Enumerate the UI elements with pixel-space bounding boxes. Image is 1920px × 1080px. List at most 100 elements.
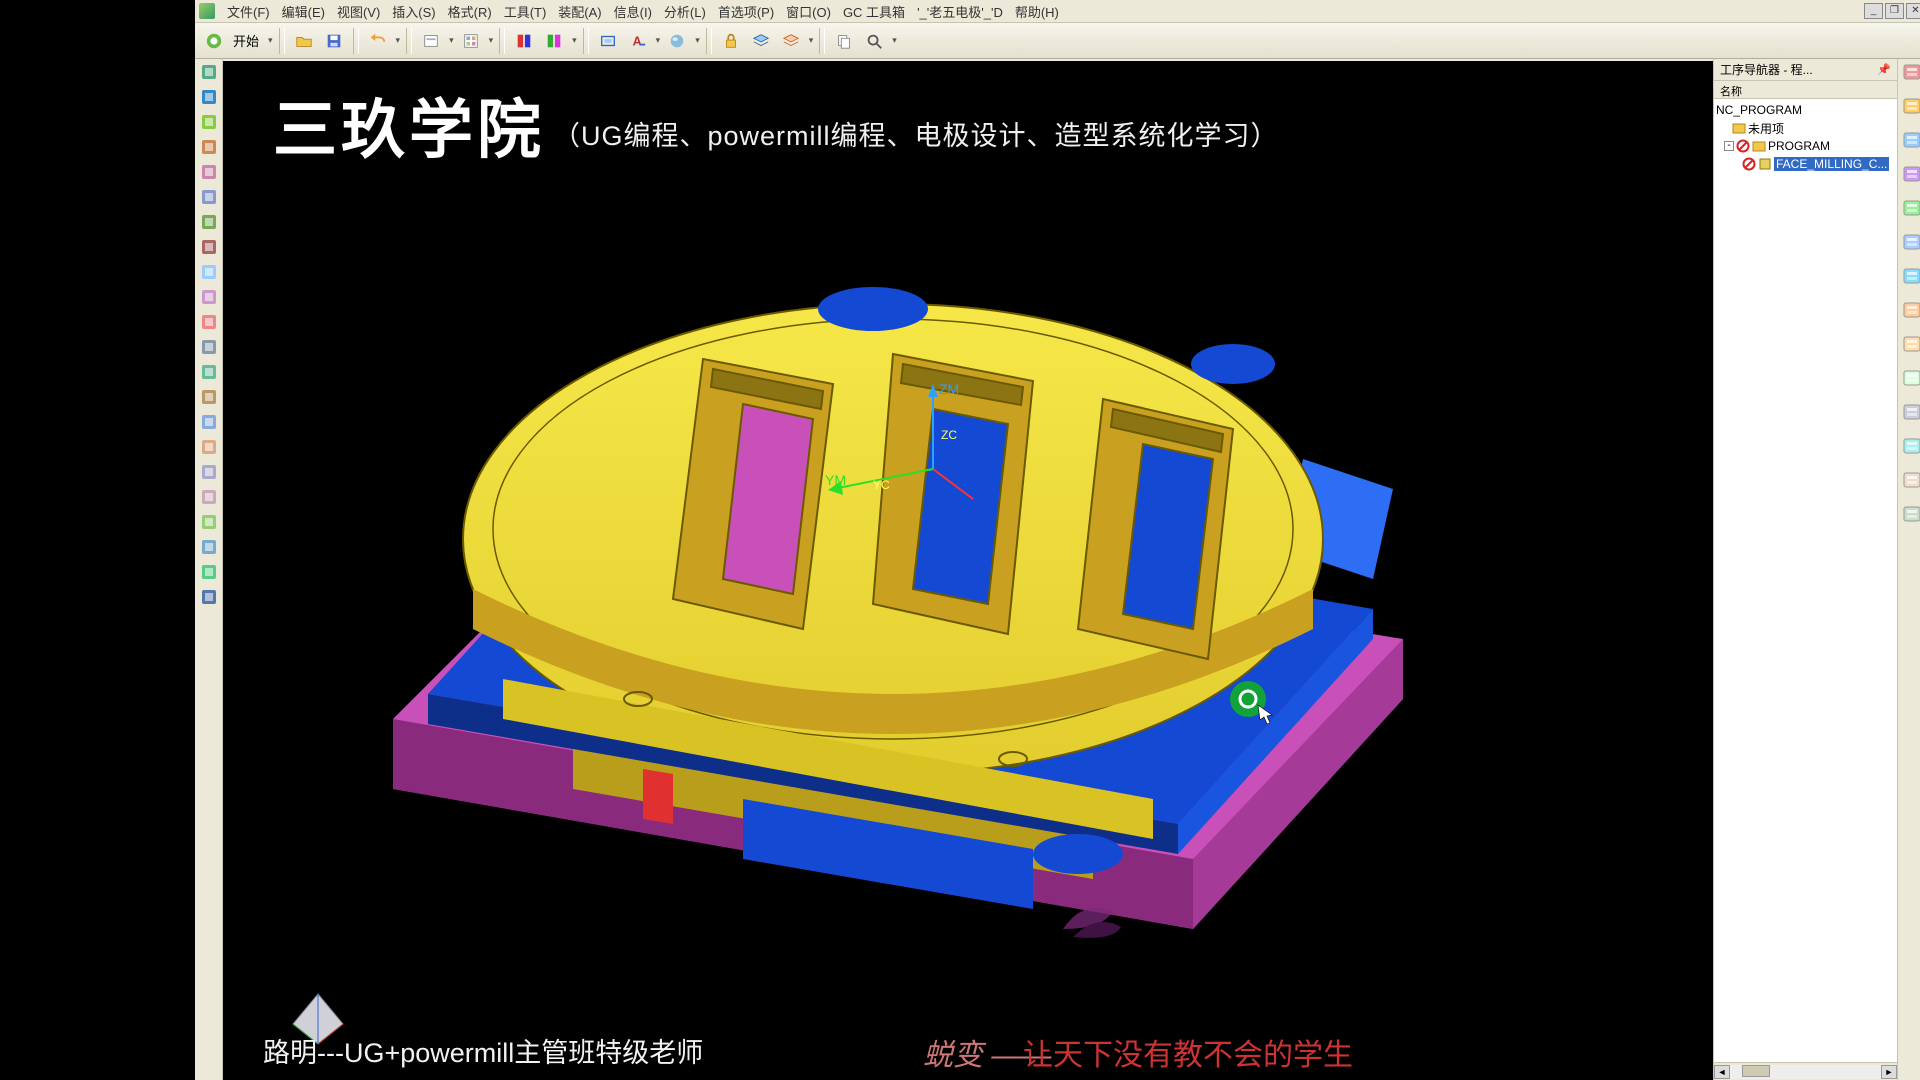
blend-icon[interactable] [198, 311, 220, 333]
panel9-icon[interactable] [1901, 333, 1920, 355]
navigator-tree[interactable]: NC_PROGRAM 未用项 - PROGRAM [1714, 99, 1897, 1062]
restore-button[interactable]: ❐ [1885, 3, 1904, 19]
svg-text:A: A [632, 34, 641, 48]
machine-icon[interactable] [198, 561, 220, 583]
panel2-icon[interactable] [1901, 95, 1920, 117]
text-icon[interactable]: A [625, 28, 651, 54]
menu-window[interactable]: 窗口(O) [780, 2, 837, 21]
navigator-title: 工序导航器 - 程... [1720, 61, 1813, 78]
navigator-pin-icon[interactable]: 📌 [1877, 63, 1891, 76]
measure-icon[interactable] [861, 28, 887, 54]
brand-title: 三玖学院 [273, 79, 545, 171]
render-icon[interactable] [664, 28, 690, 54]
panel6-icon[interactable] [1901, 231, 1920, 253]
curve-icon[interactable] [198, 361, 220, 383]
panel7-icon[interactable] [1901, 265, 1920, 287]
intersect-icon[interactable] [198, 411, 220, 433]
navigator-column-name[interactable]: 名称 [1714, 81, 1897, 99]
panel13-icon[interactable] [1901, 469, 1920, 491]
menu-tools[interactable]: 工具(T) [498, 2, 553, 21]
motto-text: 让天下没有教不会的学生 [1023, 1030, 1353, 1074]
color1-icon[interactable] [511, 28, 537, 54]
draft-icon[interactable] [198, 511, 220, 533]
region-icon[interactable] [198, 286, 220, 308]
tree-operation[interactable]: FACE_MILLING_C... [1716, 155, 1895, 173]
menu-file[interactable]: 文件(F) [221, 2, 276, 21]
teacher-caption: 路明---UG+powermill主管班特级老师 [263, 1031, 703, 1070]
spline-icon[interactable] [198, 261, 220, 283]
copy-icon[interactable] [831, 28, 857, 54]
tree-selected-op: FACE_MILLING_C... [1774, 157, 1889, 171]
close-button[interactable]: ✕ [1906, 3, 1920, 19]
left-toolbar [195, 59, 223, 1080]
operation-navigator: 工序导航器 - 程... 📌 名称 NC_PROGRAM 未用项 - [1713, 59, 1897, 1080]
model-graphic: ZM YM ZC YC [273, 159, 1433, 1019]
sketch-icon[interactable] [198, 61, 220, 83]
menu-help[interactable]: 帮助(H) [1009, 2, 1065, 21]
brand-subtitle: （UG编程、powermill编程、电极设计、造型系统化学习） [553, 114, 1279, 153]
color2-icon[interactable] [541, 28, 567, 54]
start-label[interactable]: 开始 [233, 31, 259, 50]
info-icon[interactable] [198, 336, 220, 358]
tree-program[interactable]: - PROGRAM [1716, 137, 1895, 155]
trim-icon[interactable] [198, 461, 220, 483]
profile-icon[interactable] [198, 236, 220, 258]
panel4-icon[interactable] [1901, 163, 1920, 185]
layers2-icon[interactable] [778, 28, 804, 54]
shell-icon[interactable] [198, 486, 220, 508]
toolbar: 开始▾ ▾ ▾ ▾ ▾ A▾ ▾ ▾ ▾ [195, 23, 1920, 59]
viewport-3d[interactable]: 三玖学院 （UG编程、powermill编程、电极设计、造型系统化学习） [223, 59, 1713, 1080]
open-icon[interactable] [291, 28, 317, 54]
undo-icon[interactable] [365, 28, 391, 54]
sphere-icon[interactable] [198, 86, 220, 108]
menu-gc[interactable]: GC 工具箱 [837, 2, 911, 21]
sweep-icon[interactable] [198, 136, 220, 158]
panel1-icon[interactable] [1901, 61, 1920, 83]
svg-text:ZM: ZM [939, 381, 959, 397]
menu-custom[interactable]: '_'老五电极'_'D [911, 2, 1009, 21]
start-icon[interactable] [201, 28, 227, 54]
menu-prefs[interactable]: 首选项(P) [712, 2, 780, 21]
panel10-icon[interactable] [1901, 367, 1920, 389]
menubar: 文件(F) 编辑(E) 视图(V) 插入(S) 格式(R) 工具(T) 装配(A… [195, 0, 1920, 23]
fit-icon[interactable] [595, 28, 621, 54]
panel11-icon[interactable] [1901, 401, 1920, 423]
menu-view[interactable]: 视图(V) [331, 2, 386, 21]
panel8-icon[interactable] [1901, 299, 1920, 321]
panel3-icon[interactable] [1901, 129, 1920, 151]
body-icon[interactable] [198, 436, 220, 458]
layers-icon[interactable] [748, 28, 774, 54]
menu-assy[interactable]: 装配(A) [552, 2, 607, 21]
tree-unused[interactable]: 未用项 [1716, 119, 1895, 137]
select-mode-icon[interactable] [418, 28, 444, 54]
svg-text:YM: YM [825, 472, 846, 488]
extrude-icon[interactable] [198, 111, 220, 133]
tree-root[interactable]: NC_PROGRAM [1716, 101, 1895, 119]
panel14-icon[interactable] [1901, 503, 1920, 525]
panel12-icon[interactable] [1901, 435, 1920, 457]
letterbox-left [0, 0, 195, 1080]
menu-insert[interactable]: 插入(S) [386, 2, 441, 21]
app-shell: 文件(F) 编辑(E) 视图(V) 插入(S) 格式(R) 工具(T) 装配(A… [195, 0, 1920, 1080]
assy-icon[interactable] [198, 536, 220, 558]
navigator-hscrollbar[interactable]: ◄► [1714, 1062, 1897, 1080]
menu-format[interactable]: 格式(R) [442, 2, 498, 21]
block-icon[interactable] [198, 211, 220, 233]
app-icon [199, 3, 215, 19]
panel5-icon[interactable] [1901, 197, 1920, 219]
hole-icon[interactable] [198, 161, 220, 183]
minimize-button[interactable]: _ [1864, 3, 1883, 19]
save-icon[interactable] [321, 28, 347, 54]
right-toolbar [1897, 59, 1920, 1080]
menu-edit[interactable]: 编辑(E) [276, 2, 331, 21]
menu-info[interactable]: 信息(I) [608, 2, 658, 21]
svg-text:YC: YC [873, 478, 890, 492]
mc-icon[interactable] [198, 586, 220, 608]
menu-analysis[interactable]: 分析(L) [658, 2, 712, 21]
pattern-icon[interactable] [198, 186, 220, 208]
filter-icon[interactable] [458, 28, 484, 54]
svg-text:ZC: ZC [941, 428, 957, 442]
body: 三玖学院 （UG编程、powermill编程、电极设计、造型系统化学习） [195, 59, 1920, 1080]
lock-icon[interactable] [718, 28, 744, 54]
sheet-icon[interactable] [198, 386, 220, 408]
